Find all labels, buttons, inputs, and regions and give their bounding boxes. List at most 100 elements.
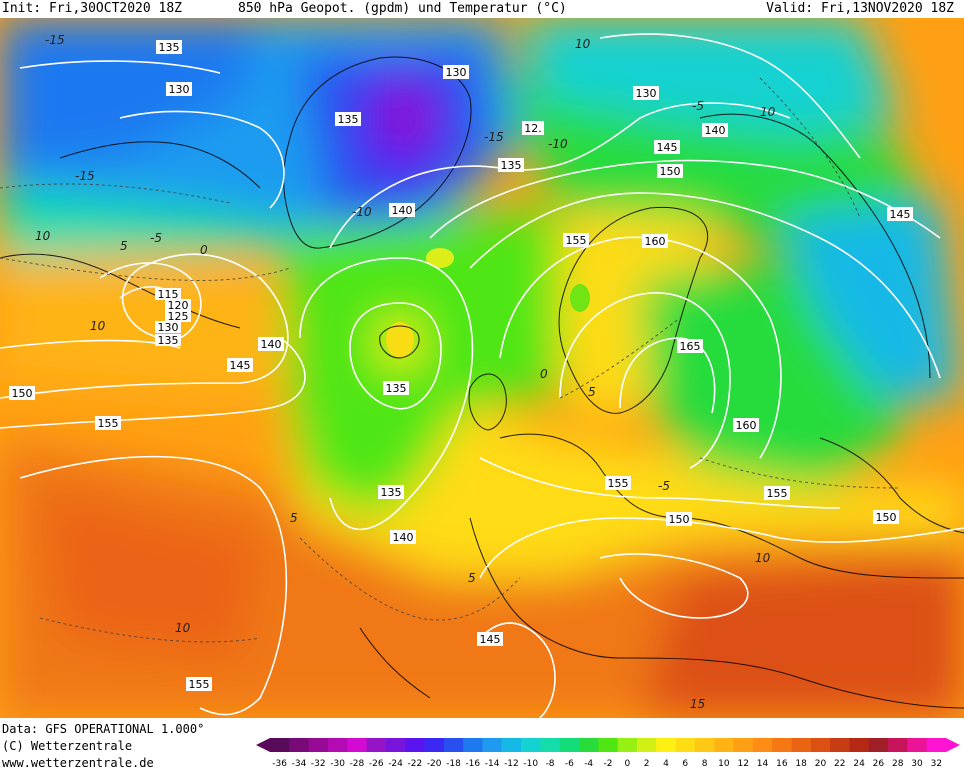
svg-text:155: 155	[566, 234, 587, 247]
colorbar-swatch	[810, 738, 831, 752]
colorbar-swatch	[733, 738, 754, 752]
colorbar-swatch	[888, 738, 908, 752]
svg-text:150: 150	[669, 513, 690, 526]
temp-label: 10	[175, 621, 191, 635]
colorbar-tick-label: -16	[465, 759, 480, 769]
colorbar-tick-label: 32	[931, 759, 942, 769]
colorbar-tick-label: -24	[388, 759, 403, 769]
geo-label: 160	[642, 234, 668, 248]
geo-label: 135	[335, 112, 361, 126]
colorbar-swatch	[443, 738, 464, 752]
valid-time: Valid: Fri,13NOV2020 18Z	[766, 1, 954, 16]
svg-text:155: 155	[98, 417, 119, 430]
coastlines	[0, 56, 964, 709]
colorbar-swatch	[270, 738, 290, 752]
temperature-contours	[0, 77, 901, 643]
svg-text:135: 135	[386, 382, 407, 395]
svg-text:135: 135	[381, 486, 402, 499]
colorbar-tick-label: -18	[446, 759, 461, 769]
geo-label: 120	[165, 299, 191, 312]
geo-label: 145	[887, 207, 913, 221]
colorbar-swatch	[482, 738, 503, 752]
temp-label: 5	[290, 511, 298, 525]
colorbar-swatch	[791, 738, 812, 752]
colorbar-arrow-high	[946, 738, 960, 752]
colorbar-tick-label: 22	[834, 759, 845, 769]
copyright: (C) Wetterzentrale	[2, 739, 133, 753]
colorbar-tick-label: -28	[350, 759, 365, 769]
colorbar-swatch	[907, 738, 928, 752]
colorbar-tick-label: 26	[873, 759, 885, 769]
geo-label: 140	[389, 203, 415, 217]
colorbar-tick-label: 4	[663, 759, 669, 769]
temp-label: 5	[468, 571, 476, 585]
geo-label: 150	[657, 164, 683, 178]
temp-label: -15	[45, 33, 65, 47]
colorbar-tick-label: 8	[702, 759, 708, 769]
svg-text:125: 125	[168, 310, 189, 323]
temperature-colorbar: -36 -34 -32 -30 -28 -26 -24 -22 -20 -18 -16 -14 -12-…	[256, 738, 960, 769]
temp-label: 0	[200, 243, 208, 257]
svg-text:130: 130	[169, 83, 190, 96]
svg-text:130: 130	[158, 321, 179, 334]
temp-label: 10	[35, 229, 51, 243]
svg-text:155: 155	[189, 678, 210, 691]
temp-label: -15	[484, 130, 504, 144]
geo-label: 135	[378, 485, 404, 499]
temp-label: -5	[692, 99, 704, 113]
colorbar-swatches	[256, 738, 960, 752]
svg-text:150: 150	[12, 387, 33, 400]
colorbar-tick-label: -12	[504, 759, 519, 769]
geo-label: 130	[443, 65, 469, 79]
colorbar-tick-label: -36	[272, 759, 287, 769]
temp-label: -5	[150, 231, 162, 245]
colorbar-swatch	[289, 738, 310, 752]
temp-label: -10	[352, 205, 372, 219]
svg-text:135: 135	[159, 41, 180, 54]
colorbar-tick-label: 12	[737, 759, 748, 769]
svg-text:140: 140	[705, 124, 726, 137]
temp-label: 10	[575, 37, 591, 51]
svg-text:145: 145	[480, 633, 501, 646]
temp-label: 10	[760, 105, 776, 119]
svg-text:155: 155	[608, 477, 629, 490]
colorbar-tick-label: -4	[584, 759, 593, 769]
colorbar-swatch	[636, 738, 657, 752]
colorbar-swatch	[617, 738, 638, 752]
colorbar-swatch	[849, 738, 870, 752]
colorbar-tick-label: -14	[485, 759, 500, 769]
geo-label: 135	[498, 158, 524, 172]
geo-label: 140	[702, 123, 728, 137]
temp-label: 5	[588, 385, 596, 399]
colorbar-swatch	[772, 738, 792, 752]
colorbar-swatch	[327, 738, 348, 752]
svg-text:165: 165	[680, 340, 701, 353]
temp-label: 15	[690, 697, 705, 711]
svg-text:155: 155	[767, 487, 788, 500]
colorbar-tick-label: -6	[565, 759, 574, 769]
colorbar-swatch	[675, 738, 696, 752]
colorbar-swatch	[347, 738, 368, 752]
colorbar-tick-label: 14	[757, 759, 769, 769]
geo-label: 130	[633, 86, 659, 100]
colorbar-swatch	[405, 738, 426, 752]
colorbar-swatch	[463, 738, 483, 752]
colorbar-tick-label: -26	[369, 759, 384, 769]
colorbar-tick-label: -2	[604, 759, 613, 769]
colorbar-tick-label: 28	[892, 759, 904, 769]
svg-text:120: 120	[168, 299, 189, 312]
geo-label: 130	[155, 321, 181, 334]
colorbar-tick-label: 18	[795, 759, 807, 769]
temperature-geopotential-map: 135 130 130 130 135 140 145 150 155 160 …	[0, 18, 964, 718]
geo-label: 150	[666, 512, 692, 526]
colorbar-tick-label: -20	[427, 759, 442, 769]
chart-title: 850 hPa Geopot. (gpdm) und Temperatur (°…	[238, 1, 567, 16]
geo-label: 140	[258, 337, 284, 351]
website-link[interactable]: www.wetterzentrale.de	[2, 756, 154, 770]
colorbar-swatch	[694, 738, 715, 752]
temp-label: 0	[540, 367, 548, 381]
svg-text:135: 135	[158, 334, 179, 347]
geo-label: 145	[654, 140, 680, 154]
colorbar-tick-label: 16	[776, 759, 788, 769]
colorbar-swatch	[308, 738, 329, 752]
